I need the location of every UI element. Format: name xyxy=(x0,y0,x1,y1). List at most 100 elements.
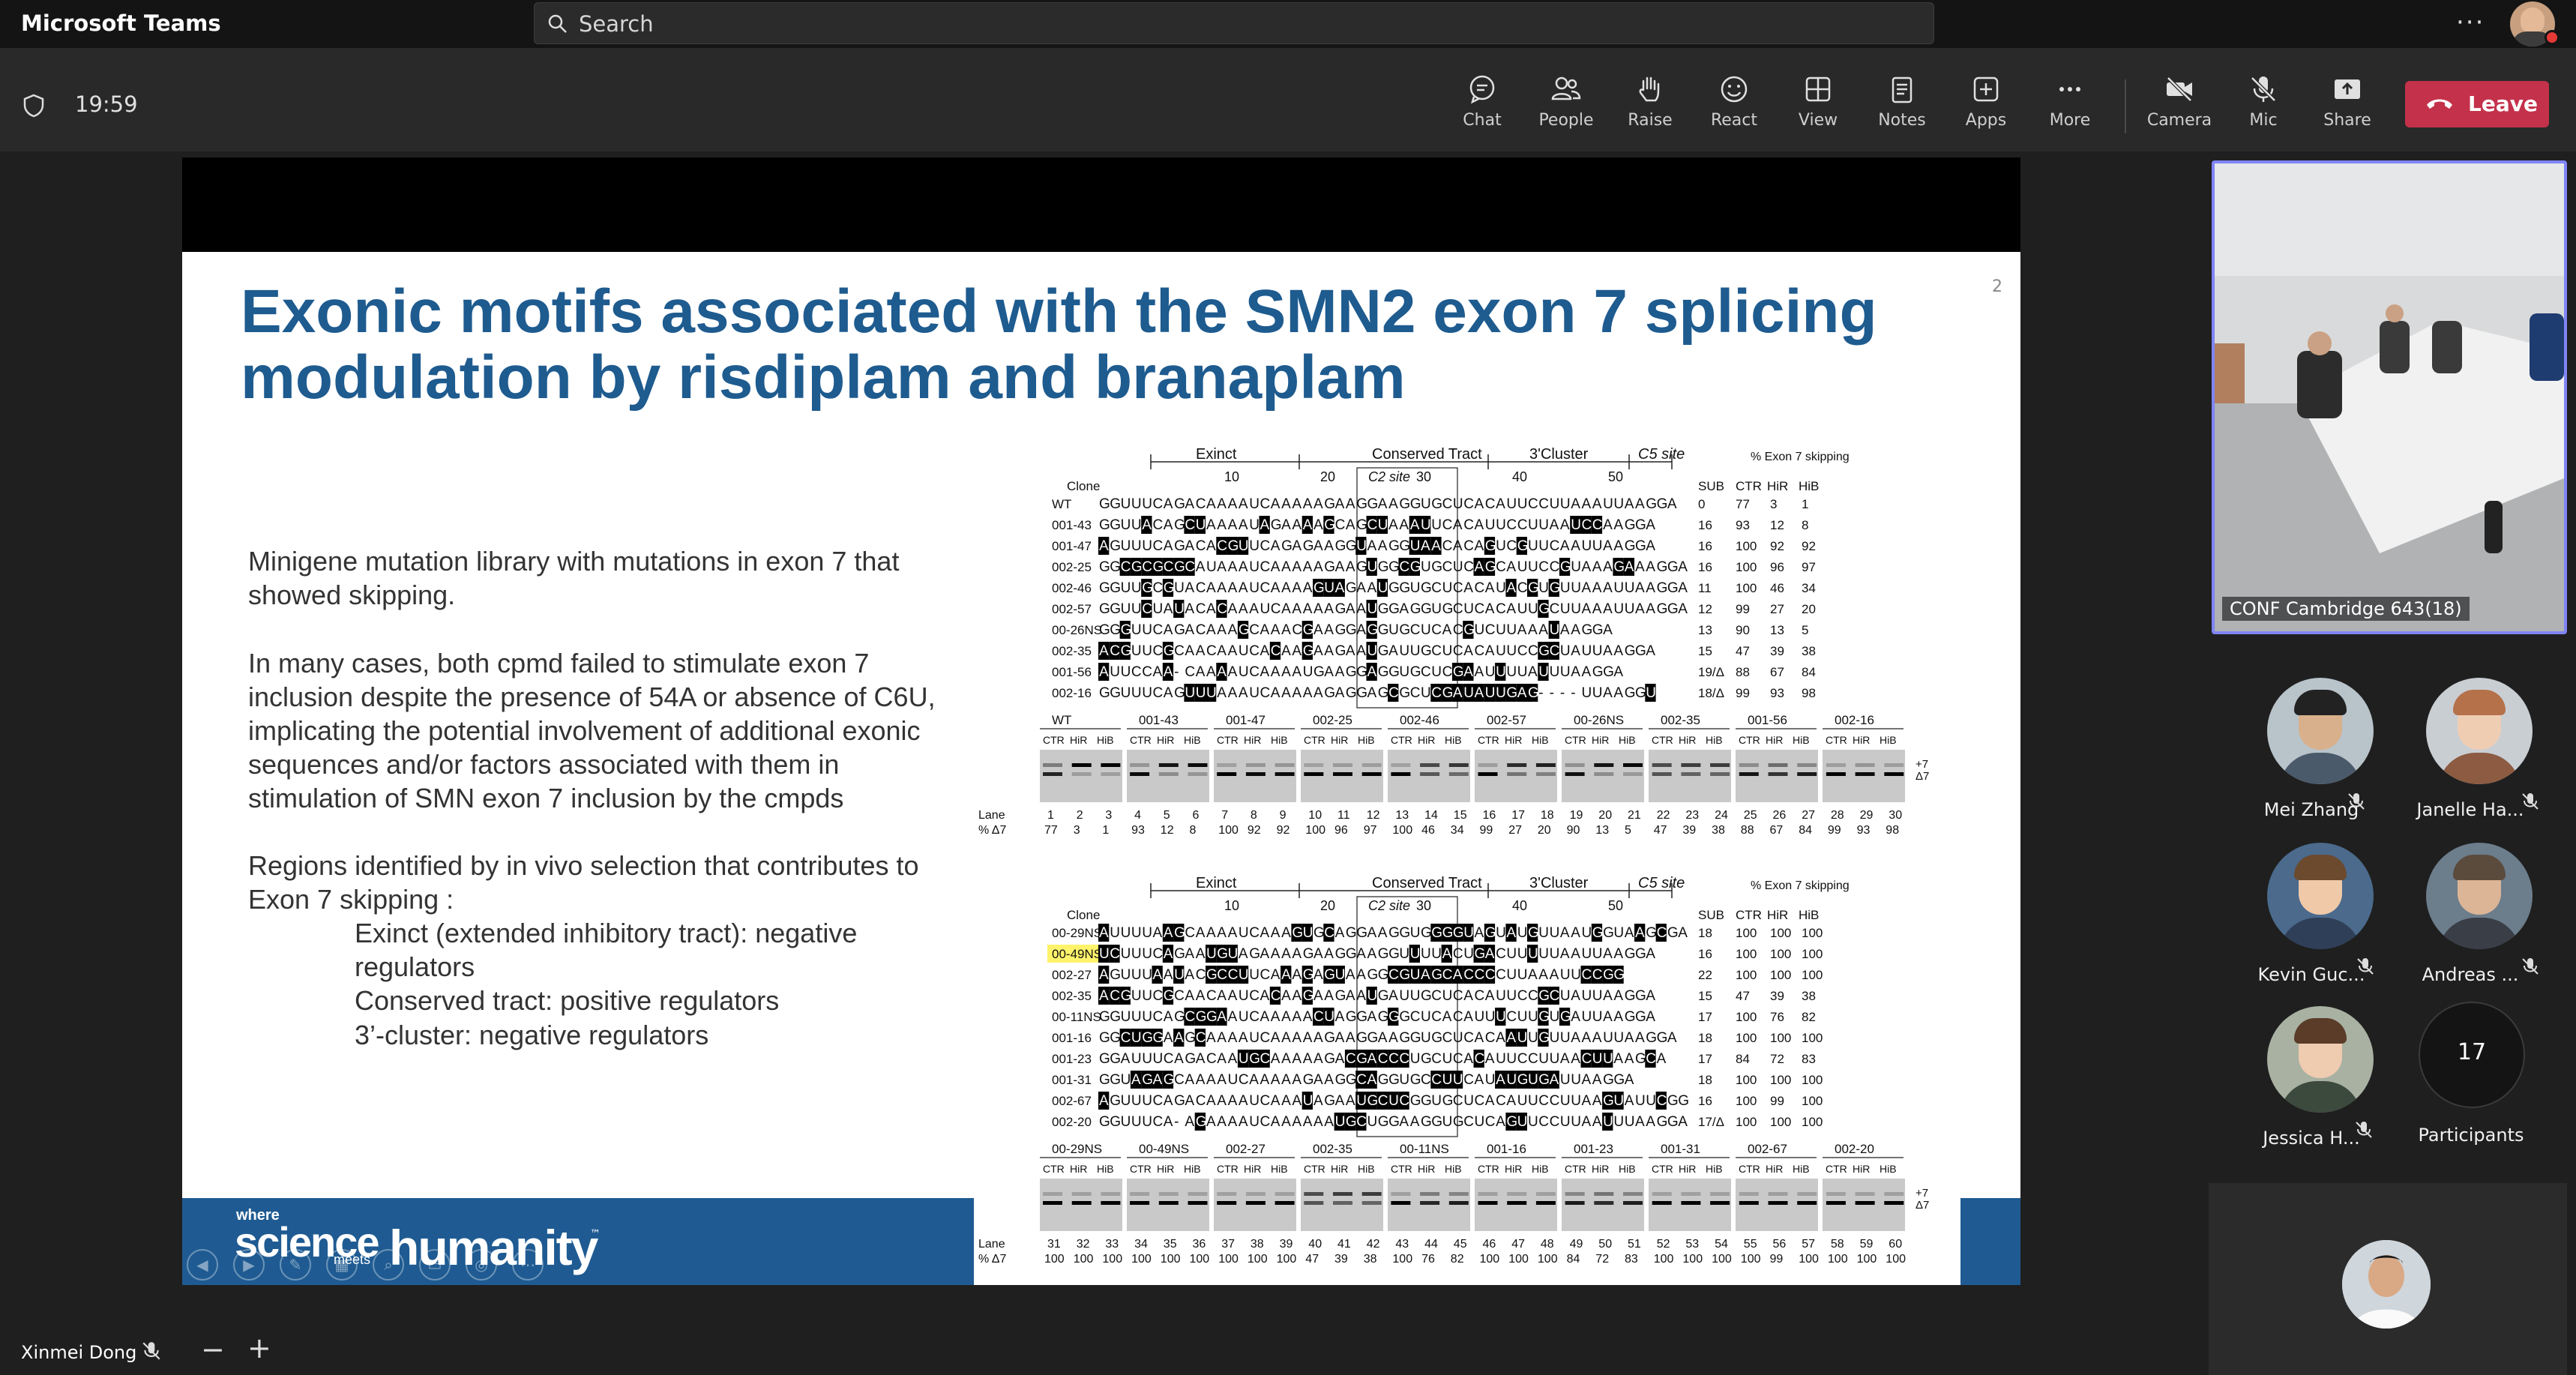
room-video-tile[interactable] xyxy=(2212,160,2567,634)
sequence-letter: A xyxy=(1367,580,1377,596)
participants-count-button[interactable] xyxy=(2419,1002,2525,1108)
next-slide-icon[interactable]: ▶ xyxy=(233,1249,265,1281)
sequence-letter: G xyxy=(1646,1030,1657,1046)
participant-tile[interactable]: Kevin Guc... xyxy=(2224,838,2399,1003)
gel-band-skipped xyxy=(1507,772,1527,776)
sequence-letter: C xyxy=(1517,517,1528,533)
lane-delta7: 100 xyxy=(1218,824,1239,837)
view-button[interactable]: View xyxy=(1777,73,1859,141)
sequence-letter: U xyxy=(1378,580,1388,596)
leave-button[interactable]: Leave xyxy=(2405,81,2549,127)
gel-band-inclusion xyxy=(1071,763,1092,767)
sequence-letter: A xyxy=(1635,559,1645,575)
sequence-letter: C xyxy=(1217,601,1227,617)
sequence-letter: A xyxy=(1239,496,1248,512)
camera-button[interactable]: Camera xyxy=(2138,73,2221,141)
sequence-letter: A xyxy=(1485,1093,1495,1109)
mutation-block xyxy=(1216,945,1227,963)
more-options-icon[interactable]: ··· xyxy=(2456,7,2485,37)
pointer-icon[interactable]: ◎ xyxy=(466,1249,497,1281)
sequence-letter: A xyxy=(1292,559,1301,575)
mutation-block xyxy=(1376,516,1388,534)
search-input[interactable]: Search xyxy=(534,2,1934,44)
participant-avatar xyxy=(2267,678,2374,784)
apps-button[interactable]: Apps xyxy=(1945,73,2027,141)
sequence-letter: U xyxy=(1142,946,1152,962)
lane-delta7: 100 xyxy=(1857,1253,1877,1266)
sequence-letter: A xyxy=(1335,580,1345,596)
sequence-letter: A xyxy=(1356,967,1366,983)
sequence-letter: A xyxy=(1313,538,1323,554)
sequence-letter: U xyxy=(1142,1114,1152,1130)
clone-name: 002-57 xyxy=(1052,602,1092,616)
zoom-in-button[interactable]: + xyxy=(247,1332,271,1365)
zoom-out-button[interactable]: − xyxy=(201,1333,225,1366)
gel-band-inclusion xyxy=(1043,1192,1062,1196)
people-button[interactable]: People xyxy=(1525,73,1607,141)
react-button[interactable]: React xyxy=(1693,73,1775,141)
lane-delta7: 100 xyxy=(1218,1253,1239,1266)
sequence-letter: U xyxy=(1249,580,1260,596)
sequence-letter: U xyxy=(1528,559,1538,575)
sequence-letter: G xyxy=(1110,622,1121,638)
sequence-letter: A xyxy=(1378,538,1388,554)
raise-hand-button[interactable]: Raise xyxy=(1609,73,1691,141)
sequence-letter: A xyxy=(1346,1093,1355,1109)
sequence-letter: C xyxy=(1121,559,1131,575)
participant-tile[interactable]: Mei Zhang xyxy=(2224,673,2399,838)
more-button[interactable]: More xyxy=(2029,73,2111,141)
sequence-letter: A xyxy=(1613,946,1623,962)
sequence-letter: A xyxy=(1356,988,1366,1004)
sequence-letter: A xyxy=(1313,517,1323,533)
lane-delta7: 3 xyxy=(1074,824,1080,837)
participant-tile[interactable]: Andreas ... xyxy=(2383,838,2558,1003)
sequence-letter: A xyxy=(1281,685,1291,701)
sequence-letter: U xyxy=(1485,664,1496,680)
clone-name: 00-29NS xyxy=(1052,926,1102,940)
gel-band-inclusion xyxy=(1826,1192,1846,1196)
people-icon xyxy=(1551,76,1581,100)
sequence-letter: U xyxy=(1239,988,1249,1004)
mutation-block xyxy=(1259,1050,1270,1068)
sequence-letter: C xyxy=(1410,685,1421,701)
sequence-letter: A xyxy=(1303,559,1313,575)
people-label: People xyxy=(1538,111,1594,130)
self-video-feed xyxy=(2342,1240,2431,1329)
sequence-letter: C xyxy=(1496,967,1506,983)
sequence-letter: A xyxy=(1346,496,1355,512)
sequence-letter: U xyxy=(1142,988,1152,1004)
gel-band-inclusion xyxy=(1333,1192,1352,1196)
pen-icon[interactable]: ✎ xyxy=(280,1249,311,1281)
sequence-letter: A xyxy=(1496,1072,1505,1088)
slides-grid-icon[interactable]: ▦ xyxy=(326,1249,358,1281)
sequence-letter: U xyxy=(1131,517,1142,533)
sequence-letter: U xyxy=(1496,925,1506,941)
lane-subheader: CTR xyxy=(1217,1163,1239,1175)
zoom-slide-icon[interactable]: ⌕ xyxy=(373,1249,404,1281)
mutation-block xyxy=(1323,516,1334,534)
mutation-block xyxy=(1366,1071,1377,1089)
subtitles-icon[interactable]: ▭ xyxy=(419,1249,451,1281)
mic-button[interactable]: Mic xyxy=(2222,73,2305,141)
sequence-letter: A xyxy=(1335,1051,1345,1067)
slide-more-icon[interactable]: ⋯ xyxy=(512,1249,544,1281)
gel-marker-plus7: +7 xyxy=(1916,758,1928,771)
mutation-block xyxy=(1301,1092,1313,1110)
mutation-block xyxy=(1355,1050,1367,1068)
sequence-letter: G xyxy=(1506,685,1517,701)
clone-name: 002-27 xyxy=(1052,968,1092,982)
lane-number: 8 xyxy=(1251,809,1257,822)
profile-avatar[interactable] xyxy=(2510,1,2555,46)
sequence-letter: A xyxy=(1603,988,1613,1004)
prev-slide-icon[interactable]: ◀ xyxy=(187,1249,218,1281)
sequence-letter: G xyxy=(1142,580,1153,596)
participant-tile[interactable]: Jessica H... xyxy=(2224,1002,2399,1167)
share-button[interactable]: Share xyxy=(2306,73,2389,141)
mutation-block xyxy=(1109,945,1120,963)
mutation-block xyxy=(1388,1008,1399,1026)
participant-avatar xyxy=(2426,678,2533,784)
chat-button[interactable]: Chat xyxy=(1441,73,1523,141)
notes-button[interactable]: Notes xyxy=(1861,73,1943,141)
participant-tile[interactable]: Janelle Ha... xyxy=(2383,673,2558,838)
lane-subheader: HiR xyxy=(1505,734,1522,746)
